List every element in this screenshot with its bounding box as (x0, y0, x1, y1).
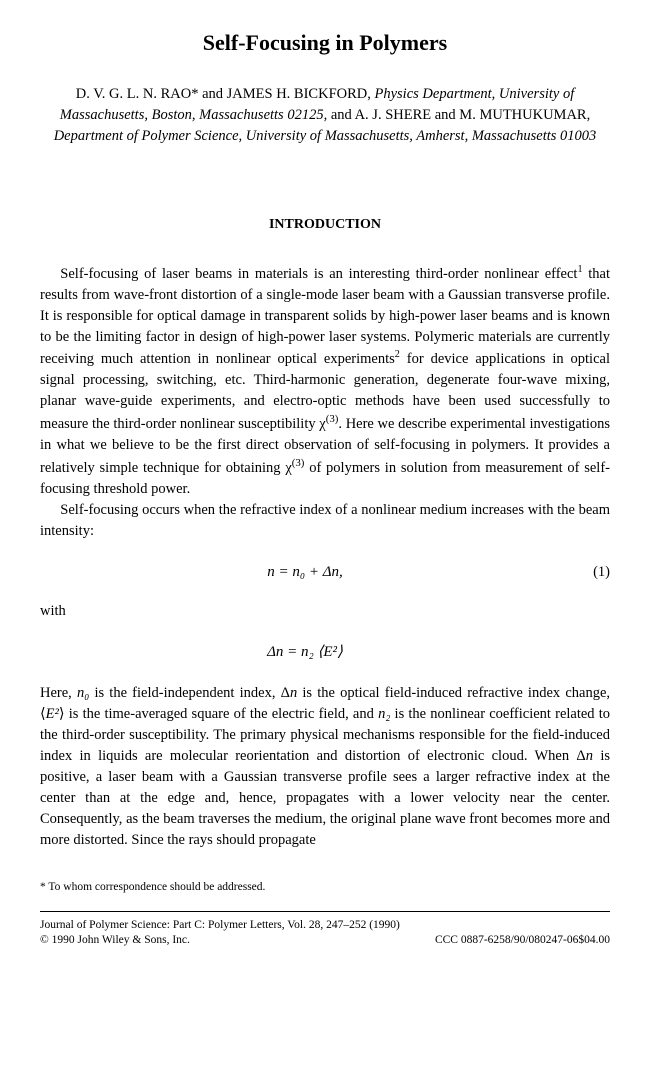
symbol-n2: n₂ (378, 706, 390, 722)
footnote: * To whom correspondence should be addre… (40, 881, 610, 893)
author-names-2: and A. J. SHERE and M. MUTHUKUMAR, (327, 107, 590, 123)
footer-rule (40, 911, 610, 912)
equation-2-row: Δn = n₂ ⟨E²⟩ (40, 642, 610, 661)
symbol-n0: n₀ (77, 685, 89, 701)
journal-citation: Journal of Polymer Science: Part C: Poly… (40, 918, 610, 934)
equation-1-row: n = n₀ + Δn, (1) (40, 564, 610, 581)
symbol-e2: E² (46, 706, 59, 722)
copyright-text: © 1990 John Wiley & Sons, Inc. (40, 933, 190, 949)
paragraph-2: Self-focusing occurs when the refractive… (40, 500, 610, 542)
chi-superscript-1: (3) (326, 413, 339, 425)
section-heading: INTRODUCTION (40, 217, 610, 233)
equation-1: n = n₀ + Δn, (40, 564, 570, 581)
equation-2: Δn = n₂ ⟨E²⟩ (40, 642, 570, 661)
para3-text-a: Here, (40, 685, 77, 701)
para3-text-d: ⟩ is the time-averaged square of the ele… (59, 706, 378, 722)
paper-authors: D. V. G. L. N. RAO* and JAMES H. BICKFOR… (40, 84, 610, 147)
author-names-1: D. V. G. L. N. RAO* and JAMES H. BICKFOR… (76, 86, 375, 102)
copyright-row: © 1990 John Wiley & Sons, Inc. CCC 0887-… (40, 933, 610, 949)
equation-1-number: (1) (570, 564, 610, 581)
para1-text-a: Self-focusing of laser beams in material… (60, 266, 577, 282)
with-label: with (40, 603, 610, 620)
paragraph-3: Here, n₀ is the field-independent index,… (40, 683, 610, 851)
symbol-n-2: n (586, 748, 593, 764)
paper-title: Self-Focusing in Polymers (40, 30, 610, 56)
ccc-code: CCC 0887-6258/90/080247-06$04.00 (435, 933, 610, 949)
para3-text-b: is the field-independent index, Δ (89, 685, 290, 701)
paper-page: Self-Focusing in Polymers D. V. G. L. N.… (0, 0, 650, 969)
affiliation-2: Department of Polymer Science, Universit… (54, 128, 597, 144)
paragraph-1: Self-focusing of laser beams in material… (40, 263, 610, 499)
chi-superscript-2: (3) (292, 457, 305, 469)
